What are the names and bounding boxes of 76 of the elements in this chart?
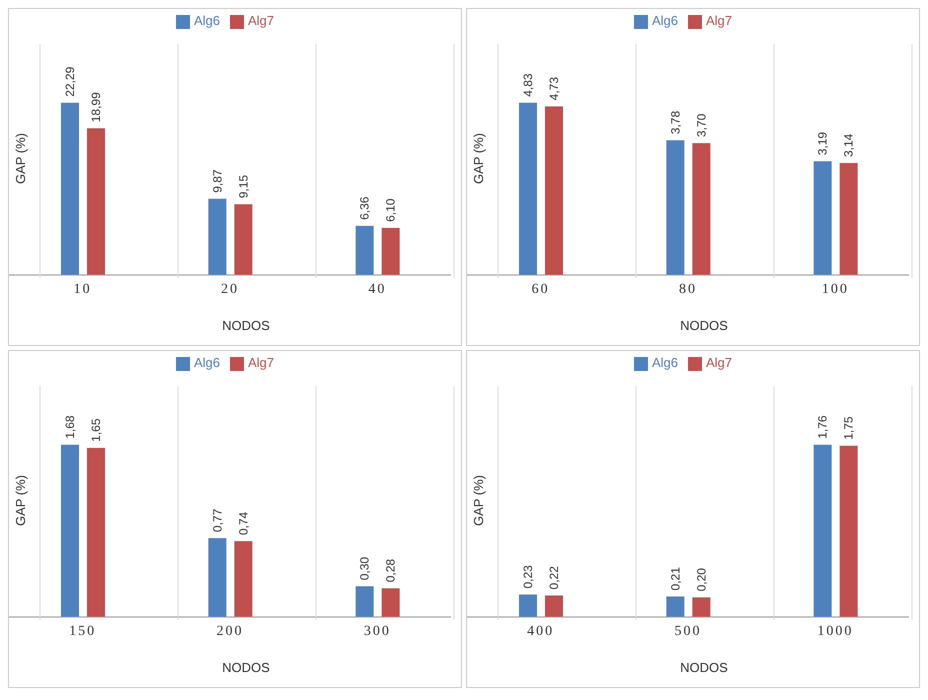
legend-label: Alg7: [706, 13, 732, 28]
y-axis-title: GAP (%): [472, 474, 486, 526]
bar: [208, 538, 226, 617]
bar: [382, 228, 400, 275]
bar: [692, 143, 710, 275]
data-label: 0,21: [668, 566, 682, 590]
x-tick-label: 60: [532, 282, 550, 297]
data-label: 0,77: [210, 508, 224, 532]
data-label: 4,83: [521, 73, 535, 97]
bar: [208, 198, 226, 275]
data-label: 0,22: [547, 566, 561, 590]
x-tick-label: 1000: [817, 624, 854, 639]
y-axis-title: GAP (%): [14, 132, 28, 184]
bar: [545, 106, 563, 275]
x-tick-label: 20: [221, 282, 239, 297]
bar: [61, 444, 79, 617]
data-label: 1,76: [816, 415, 830, 439]
legend-label: Alg6: [194, 13, 220, 28]
x-axis-title: NODOS: [221, 318, 271, 333]
data-label: 18,99: [89, 92, 103, 122]
bar: [692, 597, 710, 617]
bar: [61, 102, 79, 275]
bar: [356, 586, 374, 617]
x-tick-label: 10: [74, 282, 92, 297]
x-tick-label: 200: [216, 624, 244, 639]
data-label: 22,29: [63, 66, 77, 97]
y-axis-title: GAP (%): [472, 132, 486, 184]
legend-label: Alg6: [652, 355, 678, 370]
x-tick-label: 100: [822, 282, 849, 297]
bar: [519, 594, 537, 617]
x-tick-label: 80: [679, 282, 697, 297]
data-label: 3,78: [668, 110, 682, 134]
bar: [519, 102, 537, 275]
legend-label: Alg6: [652, 13, 678, 28]
bar: [87, 128, 105, 275]
bar: [356, 226, 374, 275]
bar: [666, 596, 684, 617]
data-label: 0,30: [358, 556, 372, 580]
x-axis-title: NODOS: [679, 318, 729, 333]
data-label: 9,87: [210, 169, 224, 193]
bar: [382, 588, 400, 617]
bar: [87, 448, 105, 617]
data-label: 1,65: [89, 418, 103, 442]
data-label: 0,28: [384, 558, 398, 582]
bar: [814, 444, 832, 617]
bar: [234, 204, 252, 275]
x-tick-label: 500: [674, 624, 702, 639]
x-tick-label: 400: [527, 624, 554, 639]
x-tick-label: 300: [364, 624, 391, 639]
legend-label: Alg7: [706, 355, 732, 370]
legend-label: Alg7: [248, 13, 274, 28]
data-label: 3,70: [694, 113, 708, 138]
data-label: 6,36: [358, 196, 372, 220]
legend-label: Alg7: [248, 355, 274, 370]
data-label: 9,15: [236, 174, 250, 198]
bar: [234, 541, 252, 617]
x-tick-label: 150: [69, 624, 96, 639]
legend-label: Alg6: [194, 355, 220, 370]
x-axis-title: NODOS: [679, 660, 729, 675]
data-label: 0,20: [694, 568, 708, 592]
y-axis-title: GAP (%): [14, 474, 28, 526]
bar: [666, 140, 684, 275]
x-tick-label: 40: [368, 282, 386, 297]
data-label: 1,75: [842, 416, 856, 440]
bar: [840, 163, 858, 275]
bar: [545, 595, 563, 617]
bar: [814, 161, 832, 275]
data-label: 0,23: [521, 564, 535, 588]
bar: [840, 446, 858, 617]
x-axis-title: NODOS: [221, 660, 271, 675]
data-label: 4,73: [547, 76, 561, 100]
data-label: 3,19: [816, 132, 830, 156]
data-label: 0,74: [236, 511, 250, 536]
data-label: 3,14: [842, 133, 856, 158]
data-label: 6,10: [384, 198, 398, 222]
data-label: 1,68: [63, 415, 77, 439]
